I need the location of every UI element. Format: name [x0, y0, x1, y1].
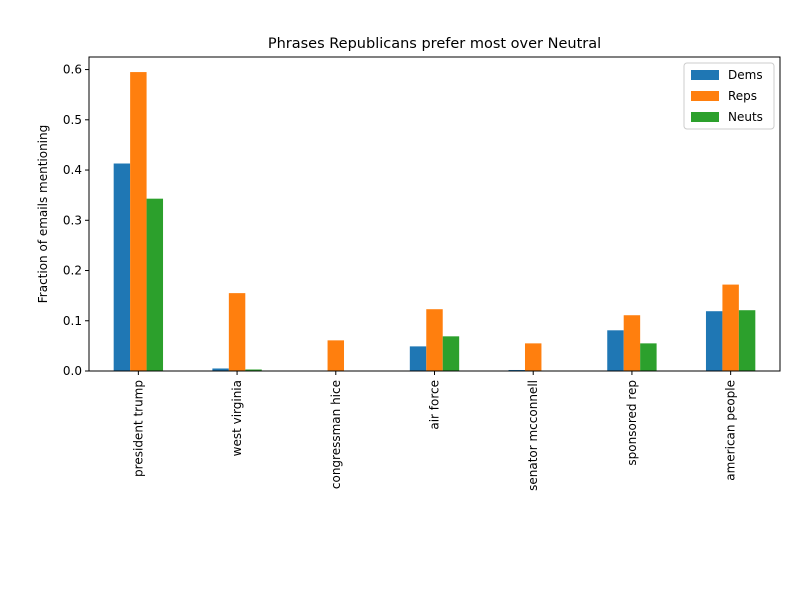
x-tick-label: west virginia: [230, 380, 244, 456]
legend-label-dems: Dems: [728, 68, 763, 82]
x-tick-label: sponsored rep: [625, 380, 639, 466]
plot-frame: [88, 56, 781, 372]
y-tick-label: 0.3: [63, 213, 82, 227]
bar-neuts-6: [738, 310, 756, 371]
bar-reps-0: [130, 72, 147, 372]
x-tick-label: senator mcconnell: [526, 380, 540, 491]
x-axis: president trump west virginia congressman …: [131, 371, 738, 491]
bar-reps-4: [524, 343, 542, 371]
bars-group: [113, 72, 756, 372]
y-tick-label: 0.6: [63, 63, 82, 77]
bar-dems-4: [508, 369, 525, 371]
bar-reps-2: [327, 340, 345, 371]
y-axis: 0.0 0.1 0.2 0.3 0.4 0.5 0.6: [63, 63, 89, 378]
chart-title: Phrases Republicans prefer most over Neu…: [268, 36, 601, 52]
x-tick-label: president trump: [131, 380, 145, 477]
bar-dems-6: [705, 311, 723, 371]
y-tick-label: 0.5: [63, 113, 82, 127]
legend: Dems Reps Neuts: [683, 62, 775, 130]
bar-neuts-0: [146, 198, 164, 371]
y-tick-label: 0.1: [63, 314, 82, 328]
legend-swatch-reps: [691, 91, 719, 101]
bar-dems-5: [607, 330, 624, 371]
bar-neuts-3: [442, 336, 460, 371]
legend-swatch-neuts: [691, 112, 719, 122]
bar-neuts-1: [245, 369, 262, 371]
y-tick-label: 0.4: [63, 163, 82, 177]
legend-swatch-dems: [691, 70, 719, 80]
bar-reps-3: [426, 309, 443, 371]
x-tick-label: air force: [428, 380, 442, 430]
legend-label-neuts: Neuts: [728, 110, 763, 124]
bar-reps-6: [722, 284, 739, 371]
x-tick-label: american people: [724, 380, 738, 481]
bar-neuts-5: [640, 343, 657, 371]
bar-reps-5: [623, 315, 641, 371]
bar-dems-0: [113, 163, 131, 371]
x-tick-label: congressman hice: [329, 380, 343, 489]
y-tick-label: 0.2: [63, 264, 82, 278]
y-axis-title: Fraction of emails mentioning: [36, 125, 50, 303]
bar-dems-1: [212, 368, 229, 371]
bar-reps-1: [228, 293, 246, 371]
y-tick-label: 0.0: [63, 364, 82, 378]
legend-label-reps: Reps: [728, 89, 757, 103]
bar-dems-3: [409, 346, 427, 371]
